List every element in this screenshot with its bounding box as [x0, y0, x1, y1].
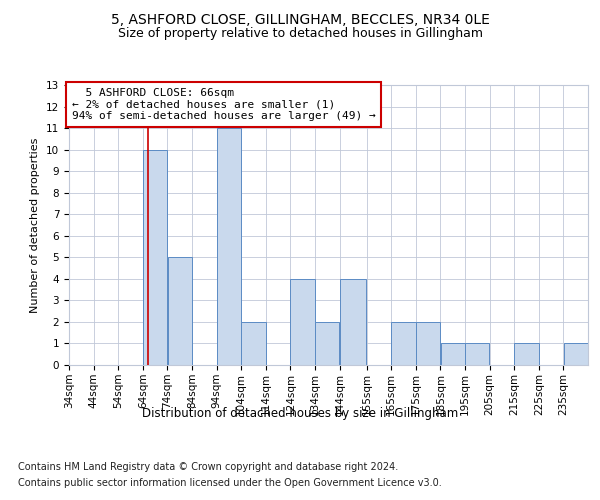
- Bar: [340, 279, 367, 365]
- Text: Contains public sector information licensed under the Open Government Licence v3: Contains public sector information licen…: [18, 478, 442, 488]
- Bar: [315, 322, 340, 365]
- Bar: [217, 128, 241, 365]
- Bar: [514, 344, 539, 365]
- Text: Distribution of detached houses by size in Gillingham: Distribution of detached houses by size …: [142, 408, 458, 420]
- Bar: [241, 322, 266, 365]
- Bar: [143, 150, 167, 365]
- Bar: [416, 322, 440, 365]
- Text: 5 ASHFORD CLOSE: 66sqm
← 2% of detached houses are smaller (1)
94% of semi-detac: 5 ASHFORD CLOSE: 66sqm ← 2% of detached …: [71, 88, 376, 121]
- Text: 5, ASHFORD CLOSE, GILLINGHAM, BECCLES, NR34 0LE: 5, ASHFORD CLOSE, GILLINGHAM, BECCLES, N…: [110, 12, 490, 26]
- Text: Contains HM Land Registry data © Crown copyright and database right 2024.: Contains HM Land Registry data © Crown c…: [18, 462, 398, 472]
- Bar: [167, 258, 192, 365]
- Bar: [440, 344, 465, 365]
- Y-axis label: Number of detached properties: Number of detached properties: [31, 138, 40, 312]
- Bar: [563, 344, 588, 365]
- Bar: [391, 322, 416, 365]
- Text: Size of property relative to detached houses in Gillingham: Size of property relative to detached ho…: [118, 28, 482, 40]
- Bar: [290, 279, 315, 365]
- Bar: [465, 344, 490, 365]
